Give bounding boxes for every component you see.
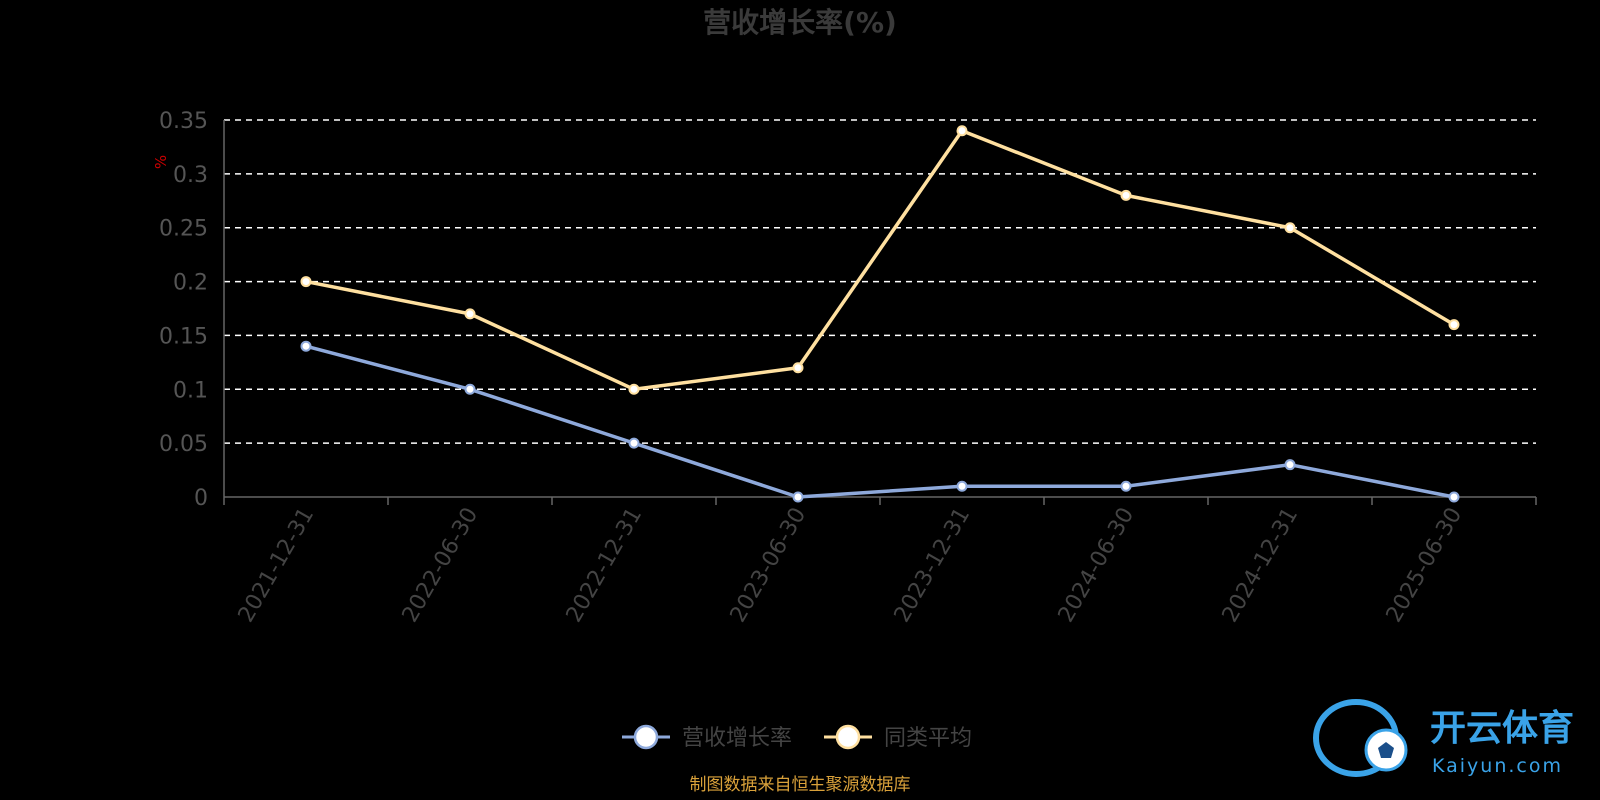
x-tick-label: 2023-12-31 bbox=[890, 504, 976, 627]
data-point bbox=[956, 125, 968, 137]
x-tick-label: 2022-06-30 bbox=[398, 504, 484, 627]
data-point bbox=[464, 308, 476, 320]
watermark-logo: 开云体育 Kaiyun.com bbox=[1313, 699, 1574, 777]
data-point bbox=[1284, 222, 1296, 234]
x-tick-label: 2025-06-30 bbox=[1382, 504, 1468, 627]
data-point bbox=[1448, 319, 1460, 331]
data-point bbox=[1284, 459, 1296, 471]
legend[interactable]: 营收增长率 同类平均 bbox=[622, 724, 972, 751]
data-point bbox=[628, 437, 640, 449]
legend-item-2[interactable]: 同类平均 bbox=[824, 724, 972, 751]
data-point bbox=[628, 383, 640, 395]
y-tick-label: 0.15 bbox=[159, 324, 208, 349]
data-point bbox=[1120, 480, 1132, 492]
legend-marker-icon bbox=[835, 724, 861, 750]
y-tick-label: 0.25 bbox=[159, 217, 208, 242]
chart-title: 营收增长率(%) bbox=[703, 6, 897, 39]
source-note: 制图数据来自恒生聚源数据库 bbox=[690, 775, 911, 795]
data-point bbox=[300, 340, 312, 352]
data-point bbox=[792, 491, 804, 503]
legend-item-1[interactable]: 营收增长率 bbox=[622, 724, 792, 751]
legend-label: 同类平均 bbox=[884, 726, 972, 751]
watermark-en: Kaiyun.com bbox=[1432, 755, 1563, 777]
legend-label: 营收增长率 bbox=[682, 726, 792, 751]
data-point bbox=[1448, 491, 1460, 503]
x-tick-label: 2023-06-30 bbox=[726, 504, 812, 627]
x-tick-label: 2022-12-31 bbox=[562, 504, 648, 627]
y-tick-label: 0.35 bbox=[159, 109, 208, 134]
y-tick-label: 0.2 bbox=[173, 271, 208, 296]
series-line-2 bbox=[305, 129, 1455, 392]
y-tick-label: 0.05 bbox=[159, 432, 208, 457]
data-point bbox=[300, 276, 312, 288]
series-layer bbox=[300, 125, 1460, 503]
y-tick-label: 0.3 bbox=[173, 163, 208, 188]
axes: 0 0.05 0.1 0.15 0.2 0.25 0.3 0.35 2021-12-31 2022… bbox=[159, 109, 1537, 627]
x-tick-label: 2021-12-31 bbox=[234, 504, 320, 627]
x-tick-label: 2024-12-31 bbox=[1218, 504, 1304, 627]
y-axis-unit: % bbox=[152, 155, 170, 169]
data-point bbox=[1120, 189, 1132, 201]
y-tick-label: 0.1 bbox=[173, 378, 208, 403]
data-point bbox=[464, 383, 476, 395]
y-tick-label: 0 bbox=[194, 486, 208, 511]
x-tick-label: 2024-06-30 bbox=[1054, 504, 1140, 627]
data-point bbox=[792, 362, 804, 374]
data-point bbox=[956, 480, 968, 492]
series-line-1 bbox=[305, 344, 1455, 499]
watermark-cn: 开云体育 bbox=[1430, 708, 1574, 749]
legend-marker-icon bbox=[633, 724, 659, 750]
grid bbox=[224, 119, 1536, 444]
